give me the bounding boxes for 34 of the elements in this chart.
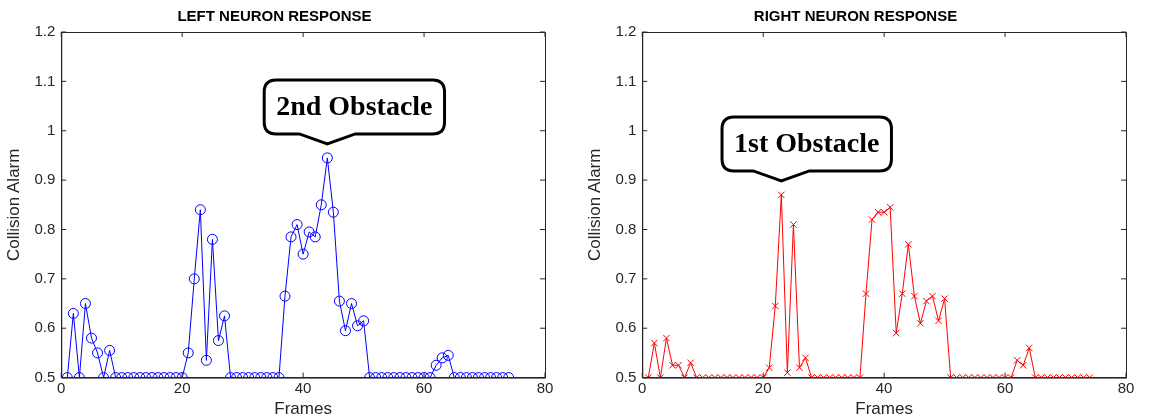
- y-tick-label: 0.6: [615, 318, 637, 336]
- x-tick-label: 0: [57, 378, 66, 396]
- y-tick-label: 0.5: [34, 367, 56, 385]
- x-tick-label: 80: [1117, 378, 1135, 396]
- y-tick-label: 1: [627, 120, 637, 138]
- x-tick-label: 60: [996, 378, 1014, 396]
- y-tick-label: 0.8: [615, 219, 637, 237]
- y-axis-title: Collision Alarm: [3, 148, 23, 262]
- y-tick-label: 0.9: [34, 170, 56, 188]
- x-tick-label: 40: [875, 378, 893, 396]
- y-tick-label: 1.2: [615, 22, 637, 40]
- annotation: 1st Obstacle: [734, 127, 880, 159]
- x-tick-label: 40: [294, 378, 312, 396]
- y-tick-label: 1.1: [34, 71, 56, 89]
- y-tick-label: 0.7: [34, 269, 56, 286]
- y-tick-label: 1: [46, 120, 56, 138]
- y-tick-label: 0.7: [615, 269, 637, 286]
- chart-title: RIGHT NEURON RESPONSE: [753, 7, 958, 25]
- x-axis-title: Frames: [274, 399, 332, 419]
- x-tick-label: 0: [638, 378, 647, 396]
- y-tick-label: 0.6: [34, 318, 56, 336]
- y-tick-label: 1.1: [615, 71, 637, 89]
- y-axis-title: Collision Alarm: [584, 148, 604, 262]
- x-axis-title: Frames: [855, 399, 913, 419]
- x-tick-label: 20: [173, 378, 191, 396]
- y-tick-label: 0.8: [34, 219, 56, 237]
- x-tick-label: 20: [754, 378, 772, 396]
- x-tick-label: 80: [536, 378, 554, 396]
- y-tick-label: 0.9: [615, 170, 637, 188]
- y-tick-label: 1.2: [34, 22, 56, 40]
- y-tick-label: 0.5: [615, 367, 637, 385]
- x-tick-label: 60: [415, 378, 433, 396]
- chart-title: LEFT NEURON RESPONSE: [177, 7, 372, 25]
- annotation: 2nd Obstacle: [276, 90, 433, 122]
